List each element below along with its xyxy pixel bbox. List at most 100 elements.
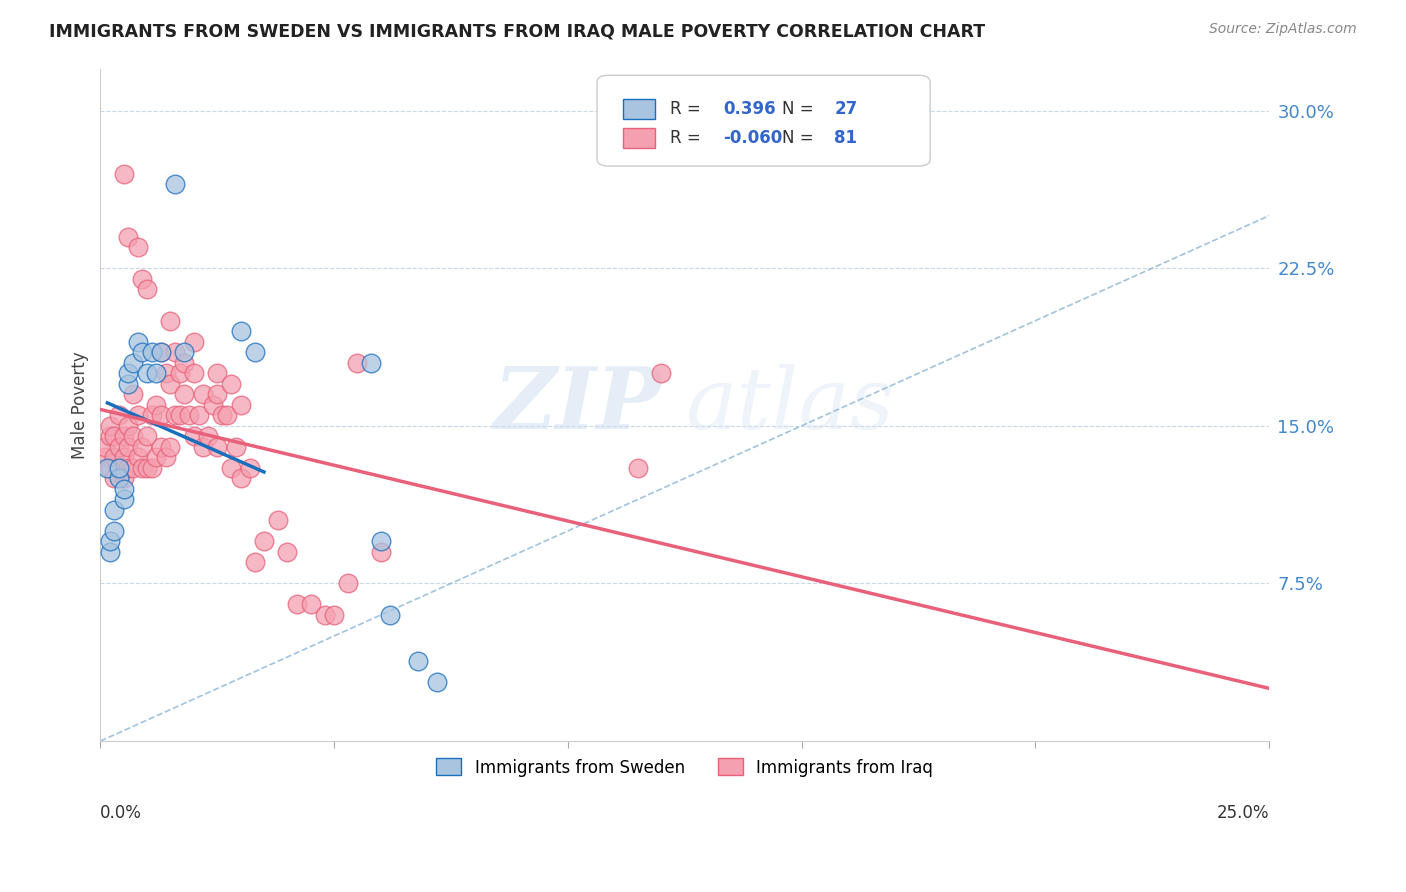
Point — [122, 429, 145, 443]
Point — [243, 556, 266, 570]
Point — [150, 440, 173, 454]
Text: 0.0%: 0.0% — [100, 805, 142, 822]
Point — [117, 366, 139, 380]
FancyBboxPatch shape — [623, 128, 655, 148]
Point — [117, 461, 139, 475]
Point — [183, 429, 205, 443]
Point — [169, 366, 191, 380]
Point — [98, 545, 121, 559]
Point — [150, 345, 173, 359]
Point — [193, 387, 215, 401]
Text: atlas: atlas — [685, 363, 894, 446]
Point — [103, 471, 125, 485]
Text: Source: ZipAtlas.com: Source: ZipAtlas.com — [1209, 22, 1357, 37]
Point — [141, 345, 163, 359]
Point — [155, 366, 177, 380]
Point — [103, 524, 125, 538]
Point — [187, 409, 209, 423]
Point — [276, 545, 298, 559]
Point — [127, 409, 149, 423]
Text: 25.0%: 25.0% — [1216, 805, 1270, 822]
Point — [267, 513, 290, 527]
Point — [103, 429, 125, 443]
Point — [426, 675, 449, 690]
Point — [219, 376, 242, 391]
Point — [117, 418, 139, 433]
Point — [103, 450, 125, 465]
Point — [117, 440, 139, 454]
Point — [145, 366, 167, 380]
Point — [370, 545, 392, 559]
Point — [179, 409, 201, 423]
Point — [229, 324, 252, 338]
Point — [229, 398, 252, 412]
Point — [145, 450, 167, 465]
Point — [122, 356, 145, 370]
Point — [627, 461, 650, 475]
Point — [98, 534, 121, 549]
Point — [108, 471, 131, 485]
Point — [239, 461, 262, 475]
Point — [122, 461, 145, 475]
Point — [112, 167, 135, 181]
Point — [127, 334, 149, 349]
Text: R =: R = — [669, 128, 706, 146]
Point — [183, 334, 205, 349]
Point — [136, 282, 159, 296]
Text: 0.396: 0.396 — [723, 100, 776, 118]
Point — [108, 440, 131, 454]
Point — [112, 429, 135, 443]
Point — [337, 576, 360, 591]
Point — [141, 461, 163, 475]
Point — [243, 345, 266, 359]
Point — [108, 409, 131, 423]
Point — [169, 409, 191, 423]
Point — [380, 607, 402, 622]
Point — [136, 366, 159, 380]
Point — [229, 471, 252, 485]
Point — [183, 366, 205, 380]
Point — [112, 482, 135, 496]
Point — [108, 461, 131, 475]
Point — [117, 229, 139, 244]
Point — [117, 376, 139, 391]
Point — [159, 376, 181, 391]
Point — [98, 418, 121, 433]
Point — [165, 177, 187, 191]
Point — [201, 398, 224, 412]
Point — [155, 450, 177, 465]
FancyBboxPatch shape — [598, 75, 931, 166]
Point — [159, 440, 181, 454]
Text: 27: 27 — [834, 100, 858, 118]
Point — [145, 398, 167, 412]
Point — [159, 314, 181, 328]
Point — [127, 450, 149, 465]
Point — [98, 429, 121, 443]
Point — [360, 356, 382, 370]
Point — [165, 345, 187, 359]
Point — [141, 409, 163, 423]
Point — [406, 654, 429, 668]
Point — [299, 598, 322, 612]
Point — [127, 240, 149, 254]
Point — [103, 503, 125, 517]
Point — [205, 366, 228, 380]
Point — [122, 387, 145, 401]
Point — [650, 366, 672, 380]
Point — [370, 534, 392, 549]
Point — [136, 461, 159, 475]
Point — [314, 607, 336, 622]
Point — [197, 429, 219, 443]
Text: N =: N = — [782, 128, 818, 146]
Point — [112, 450, 135, 465]
Point — [94, 450, 117, 465]
Point — [215, 409, 238, 423]
Text: N =: N = — [782, 100, 818, 118]
Point — [131, 271, 153, 285]
Point — [225, 440, 247, 454]
Text: 81: 81 — [834, 128, 858, 146]
FancyBboxPatch shape — [623, 99, 655, 120]
Point — [94, 440, 117, 454]
Point — [285, 598, 308, 612]
Point — [205, 387, 228, 401]
